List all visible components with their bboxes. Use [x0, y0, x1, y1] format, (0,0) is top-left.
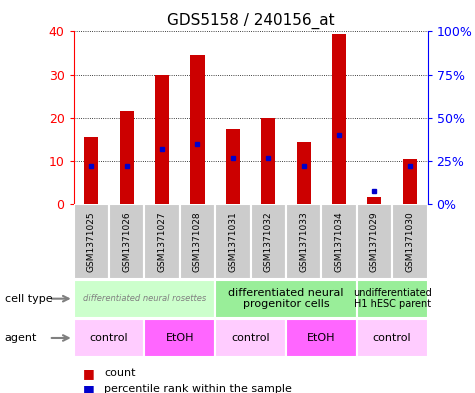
Bar: [286, 319, 357, 357]
Text: differentiated neural rosettes: differentiated neural rosettes: [83, 294, 206, 303]
Bar: [74, 319, 144, 357]
Bar: [321, 204, 357, 279]
Bar: [286, 204, 322, 279]
Text: ■: ■: [83, 367, 95, 380]
Bar: [144, 319, 215, 357]
Bar: [190, 55, 205, 204]
Text: undifferentiated
H1 hESC parent: undifferentiated H1 hESC parent: [353, 288, 431, 309]
Text: GSM1371031: GSM1371031: [228, 211, 238, 272]
Text: GSM1371027: GSM1371027: [158, 211, 167, 272]
Text: control: control: [90, 333, 128, 343]
Bar: [251, 204, 286, 279]
Text: agent: agent: [5, 333, 37, 343]
Text: differentiated neural
progenitor cells: differentiated neural progenitor cells: [228, 288, 344, 309]
Bar: [215, 204, 251, 279]
Text: cell type: cell type: [5, 294, 52, 304]
Bar: [357, 280, 428, 318]
Text: GSM1371029: GSM1371029: [370, 211, 379, 272]
Text: GSM1371032: GSM1371032: [264, 211, 273, 272]
Bar: [357, 319, 428, 357]
Title: GDS5158 / 240156_at: GDS5158 / 240156_at: [167, 13, 334, 29]
Text: percentile rank within the sample: percentile rank within the sample: [104, 384, 293, 393]
Text: GSM1371033: GSM1371033: [299, 211, 308, 272]
Bar: [84, 137, 98, 204]
Text: ■: ■: [83, 382, 95, 393]
Text: GSM1371025: GSM1371025: [87, 211, 96, 272]
Text: EtOH: EtOH: [165, 333, 194, 343]
Bar: [144, 204, 180, 279]
Text: control: control: [373, 333, 411, 343]
Bar: [215, 319, 286, 357]
Bar: [296, 141, 311, 204]
Bar: [392, 204, 428, 279]
Bar: [215, 280, 357, 318]
Text: count: count: [104, 368, 136, 378]
Bar: [120, 111, 134, 204]
Bar: [261, 118, 275, 204]
Text: EtOH: EtOH: [307, 333, 335, 343]
Bar: [155, 75, 169, 204]
Text: GSM1371028: GSM1371028: [193, 211, 202, 272]
Bar: [367, 196, 381, 204]
Bar: [180, 204, 215, 279]
Bar: [403, 159, 417, 204]
Bar: [109, 204, 144, 279]
Bar: [357, 204, 392, 279]
Bar: [74, 204, 109, 279]
Bar: [226, 129, 240, 204]
Text: GSM1371026: GSM1371026: [122, 211, 131, 272]
Text: control: control: [231, 333, 270, 343]
Text: GSM1371034: GSM1371034: [334, 211, 343, 272]
Bar: [332, 33, 346, 204]
Text: GSM1371030: GSM1371030: [405, 211, 414, 272]
Bar: [74, 280, 215, 318]
